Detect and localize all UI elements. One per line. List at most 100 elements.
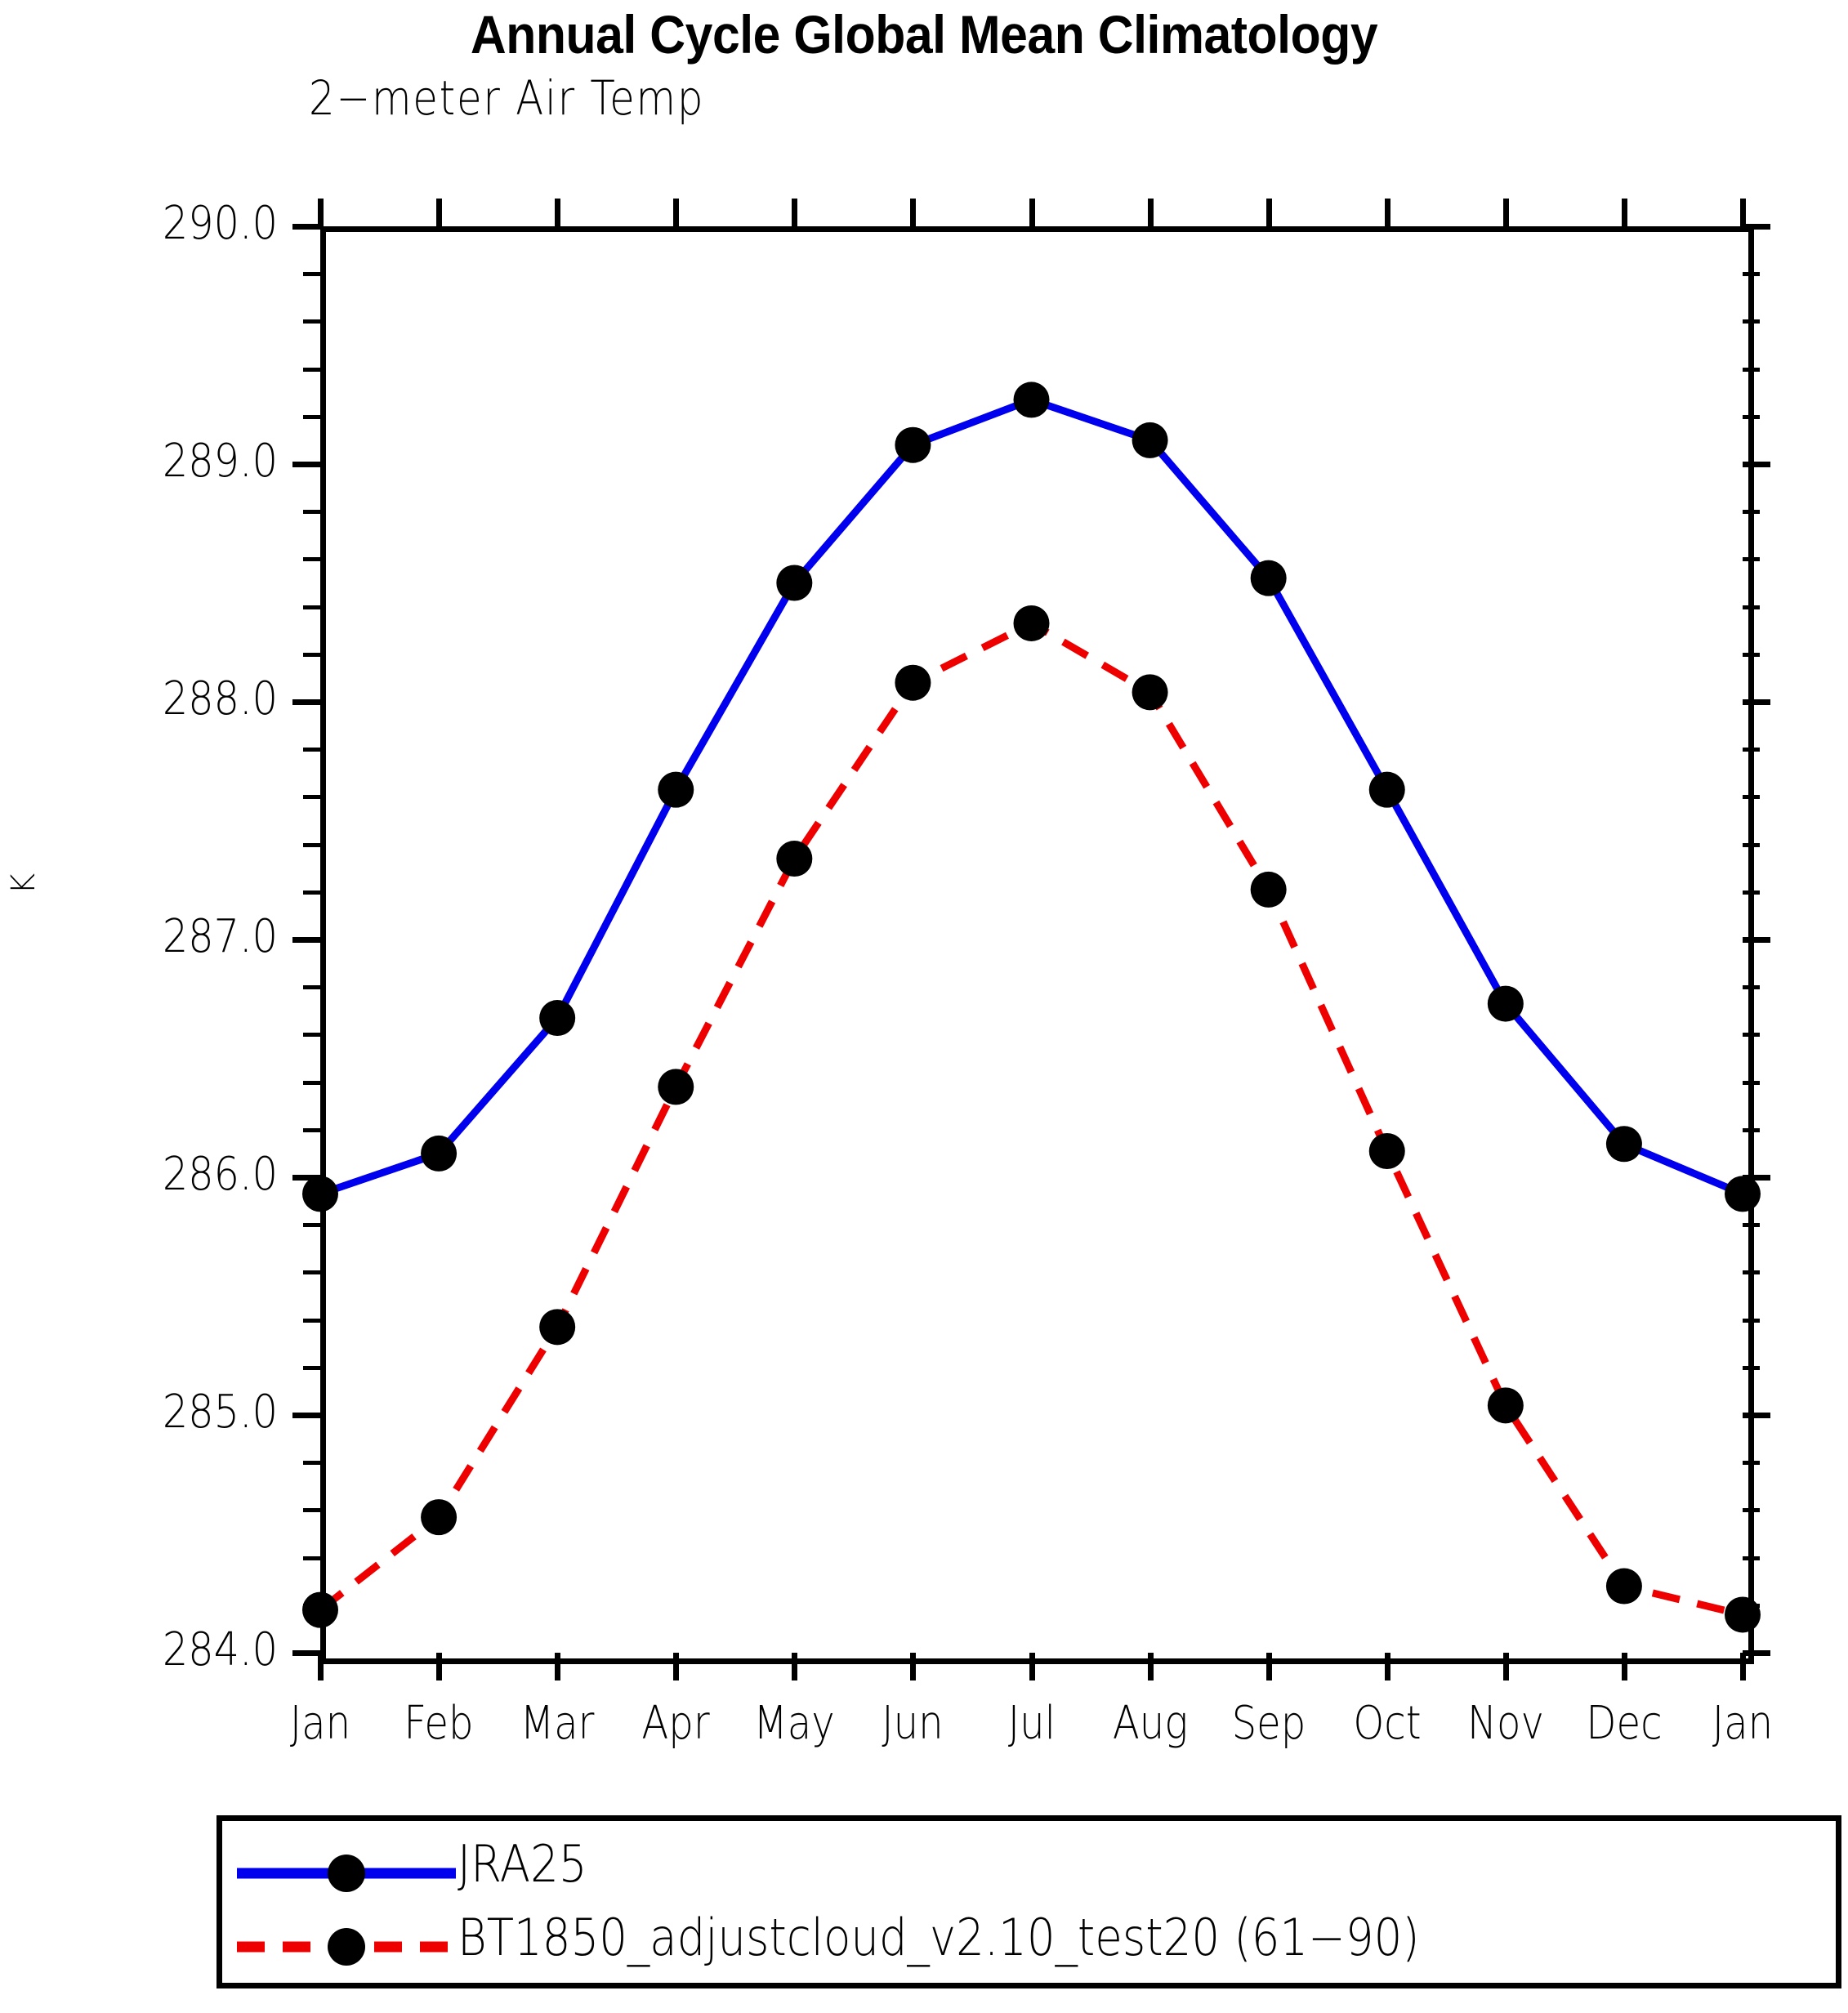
series-bt1850 <box>302 605 1761 1633</box>
x-axis-tick-label: Mar <box>520 1697 595 1750</box>
data-point-marker <box>1605 1126 1642 1163</box>
series-line <box>319 395 1744 1198</box>
x-axis-major-tick <box>318 199 324 226</box>
legend-item[interactable]: JRA25 <box>222 1834 1836 1908</box>
x-axis-major-tick <box>792 199 798 226</box>
data-point-marker <box>895 664 931 701</box>
page-title: Annual Cycle Global Mean Climatology <box>470 4 1378 65</box>
y-axis-major-tick <box>292 699 320 705</box>
data-point-marker <box>421 1135 458 1172</box>
y-axis-minor-tick <box>303 1556 320 1560</box>
y-axis-minor-tick <box>1743 652 1760 657</box>
y-axis-major-tick <box>1743 699 1770 705</box>
data-point-marker <box>776 841 813 877</box>
y-axis-minor-tick <box>303 1127 320 1132</box>
y-axis-tick-label: 290.0 <box>162 197 278 250</box>
y-axis-minor-tick <box>1743 795 1760 800</box>
data-point-marker <box>1725 1596 1761 1633</box>
data-point-marker <box>1132 422 1168 458</box>
x-axis-major-tick <box>1740 1653 1746 1680</box>
y-axis-minor-tick <box>303 748 320 752</box>
y-axis-minor-tick <box>1743 842 1760 847</box>
data-point-marker <box>302 1176 338 1212</box>
data-point-marker <box>539 1000 576 1037</box>
y-axis-minor-tick <box>1743 605 1760 609</box>
x-axis-tick-label: Apr <box>641 1697 710 1750</box>
chart-subtitle: 2−meter Air Temp <box>309 70 705 126</box>
y-axis-minor-tick <box>303 272 320 277</box>
y-axis-minor-tick <box>303 1508 320 1513</box>
legend: JRA25 BT1850_adjustcloud_v2.10_test20 (61… <box>216 1815 1841 1988</box>
x-axis-tick-label: Aug <box>1112 1697 1188 1750</box>
y-axis-minor-tick <box>1743 367 1760 372</box>
y-axis-minor-tick <box>1743 557 1760 562</box>
y-axis-major-tick <box>292 1650 320 1656</box>
y-axis-minor-tick <box>1743 510 1760 515</box>
x-axis-major-tick <box>1029 1653 1035 1680</box>
y-axis-minor-tick <box>1743 319 1760 324</box>
y-axis-minor-tick <box>303 652 320 657</box>
y-axis-major-tick <box>292 1175 320 1181</box>
x-axis-major-tick <box>1621 199 1627 226</box>
x-axis-major-tick <box>792 1653 798 1680</box>
plot-area-frame <box>320 226 1754 1664</box>
y-axis-major-tick <box>1743 462 1770 467</box>
y-axis-minor-tick <box>1743 1223 1760 1228</box>
x-axis-tick-label: May <box>753 1697 836 1750</box>
y-axis-major-tick <box>292 1413 320 1418</box>
x-axis-major-tick <box>1621 1653 1627 1680</box>
x-axis-major-tick <box>910 199 917 226</box>
x-axis-major-tick <box>1029 199 1035 226</box>
y-axis-tick-label: 288.0 <box>162 672 278 725</box>
x-axis-major-tick <box>555 199 561 226</box>
y-axis-major-tick <box>1743 937 1770 943</box>
data-point-marker <box>1132 674 1168 711</box>
y-axis-minor-tick <box>1743 1461 1760 1466</box>
data-point-marker <box>1013 382 1050 418</box>
x-axis-tick-label: Jan <box>1712 1697 1774 1750</box>
legend-item-label: BT1850_adjustcloud_v2.10_test20 (61−90) <box>458 1908 1420 1967</box>
legend-item[interactable]: BT1850_adjustcloud_v2.10_test20 (61−90) <box>222 1908 1836 1981</box>
y-axis-major-tick <box>1743 224 1770 230</box>
x-axis-major-tick <box>1384 199 1390 226</box>
y-axis-major-tick <box>292 224 320 230</box>
data-point-marker <box>539 1309 576 1346</box>
y-axis-tick-label: 289.0 <box>162 435 278 488</box>
data-point-marker <box>1487 985 1524 1022</box>
y-axis-major-tick <box>1743 1175 1770 1181</box>
y-axis-minor-tick <box>303 319 320 324</box>
data-point-marker <box>1250 871 1287 908</box>
x-axis-major-tick <box>1147 1653 1154 1680</box>
data-point-marker <box>895 426 931 463</box>
y-axis-minor-tick <box>1743 1508 1760 1513</box>
x-axis-tick-label: Jul <box>1007 1697 1056 1750</box>
data-point-marker <box>776 565 813 601</box>
x-axis-major-tick <box>1502 199 1509 226</box>
y-axis-minor-tick <box>1743 1270 1760 1275</box>
series-jra25 <box>302 382 1761 1212</box>
y-axis-minor-tick <box>1743 1318 1760 1323</box>
data-point-marker <box>1487 1387 1524 1424</box>
y-axis-minor-tick <box>303 510 320 515</box>
x-axis-major-tick <box>910 1653 917 1680</box>
data-point-marker <box>1725 1176 1761 1212</box>
y-axis-tick-label: 285.0 <box>162 1386 278 1439</box>
x-axis-major-tick <box>1265 1653 1272 1680</box>
y-axis-minor-tick <box>303 890 320 895</box>
y-axis-minor-tick <box>303 1033 320 1038</box>
x-axis-major-tick <box>1147 199 1154 226</box>
x-axis-major-tick <box>318 1653 324 1680</box>
y-axis-minor-tick <box>1743 985 1760 990</box>
data-point-marker <box>1250 560 1287 596</box>
x-axis-major-tick <box>1740 199 1746 226</box>
x-axis-tick-label: Jan <box>289 1697 351 1750</box>
x-axis-tick-label: Sep <box>1231 1697 1306 1750</box>
legend-sample-marker <box>328 1855 365 1892</box>
y-axis-tick-label: 284.0 <box>162 1623 278 1676</box>
x-axis-major-tick <box>1265 199 1272 226</box>
series-line <box>318 619 1744 1618</box>
y-axis-title: K <box>5 873 42 895</box>
y-axis-minor-tick <box>1743 1365 1760 1370</box>
y-axis-minor-tick <box>1743 272 1760 277</box>
